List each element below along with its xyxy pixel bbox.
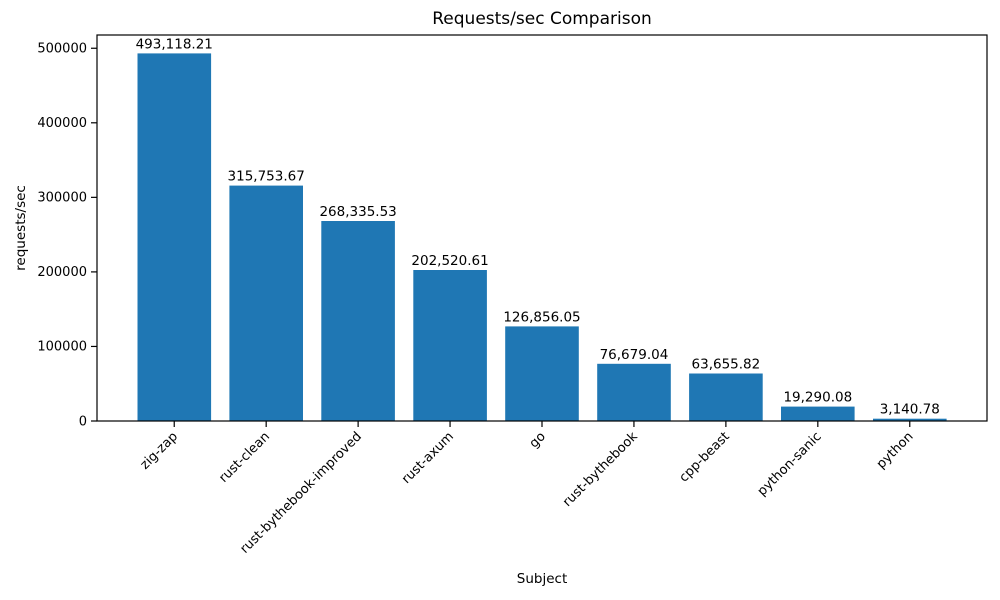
y-tick-label: 100000: [37, 340, 87, 355]
x-tick-label: cpp-beast: [677, 429, 733, 485]
bar-value-label: 126,856.05: [503, 309, 580, 325]
bar-value-label: 202,520.61: [411, 253, 488, 269]
bar-value-label: 493,118.21: [136, 36, 213, 52]
bar: [689, 373, 763, 421]
bar: [413, 270, 487, 421]
bar-value-label: 268,335.53: [319, 204, 396, 220]
x-tick-label: rust-bythebook: [560, 429, 641, 510]
x-axis-label: Subject: [516, 571, 568, 587]
x-tick-label: zig-zap: [138, 429, 181, 472]
y-tick-label: 0: [79, 414, 87, 429]
bar-value-label: 76,679.04: [600, 347, 669, 363]
chart-title: Requests/sec Comparison: [432, 9, 652, 29]
bar: [873, 418, 947, 421]
x-tick-label: python-sanic: [755, 429, 825, 499]
y-tick-label: 300000: [37, 191, 87, 206]
bar: [781, 406, 855, 421]
bar-value-label: 3,140.78: [880, 402, 940, 418]
bar: [229, 185, 303, 421]
bar-value-label: 19,290.08: [783, 390, 852, 406]
y-tick-label: 400000: [37, 116, 87, 131]
x-tick-label: rust-axum: [399, 429, 457, 487]
bar: [505, 326, 579, 421]
y-tick-label: 200000: [37, 265, 87, 280]
x-tick-label: python: [874, 429, 917, 472]
bar: [321, 221, 395, 421]
x-tick-label: rust-clean: [216, 429, 273, 486]
bar: [597, 363, 671, 421]
bar-value-label: 63,655.82: [692, 357, 761, 373]
bar-value-label: 315,753.67: [228, 169, 305, 185]
x-tick-label: go: [527, 429, 549, 451]
y-tick-label: 500000: [37, 42, 87, 57]
bar: [137, 53, 212, 422]
